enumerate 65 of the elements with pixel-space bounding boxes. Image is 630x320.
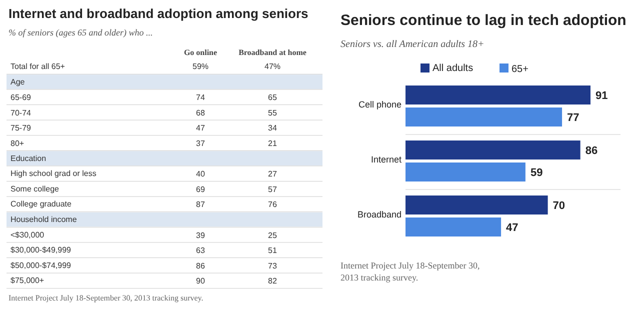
category-label: $30,000-$49,999 xyxy=(10,246,72,255)
y-tick-label: Internet xyxy=(370,154,402,164)
data-label: 70 xyxy=(552,200,566,212)
bar xyxy=(406,196,548,214)
text: Broadband at home xyxy=(238,48,307,57)
category-label: Household income xyxy=(10,215,78,224)
data-label: 69 xyxy=(196,184,206,194)
text: Go online xyxy=(184,48,218,57)
data-label: 91 xyxy=(596,90,608,102)
data-label: 34 xyxy=(268,124,278,133)
chart-title: Seniors continue to lag in tech adoption xyxy=(340,12,626,29)
data-label: 25 xyxy=(268,230,278,240)
y-tick-label: Cell phone xyxy=(358,100,402,110)
data-label: 47% xyxy=(264,62,281,71)
data-label: 74 xyxy=(196,93,206,102)
data-label: 87 xyxy=(196,200,206,210)
category-label: Age xyxy=(10,77,26,86)
data-label: 59% xyxy=(192,62,209,71)
data-label: 73 xyxy=(268,261,278,270)
data-label: 47 xyxy=(196,124,206,133)
category-label: $50,000-$74,999 xyxy=(10,260,72,270)
data-label: 76 xyxy=(268,200,278,210)
category-label: 70-74 xyxy=(10,108,32,118)
category-label: $75,000+ xyxy=(10,276,44,286)
category-label: Education xyxy=(10,154,46,163)
bar xyxy=(406,108,562,126)
category-label: <$30,000 xyxy=(10,230,45,240)
data-label: 57 xyxy=(268,184,278,194)
data-label: 86 xyxy=(585,145,598,157)
data-label: 47 xyxy=(506,222,518,234)
data-label: 63 xyxy=(196,246,206,256)
legend-label: All adults xyxy=(432,63,474,74)
category-label: 75-79 xyxy=(10,124,32,133)
data-label: 68 xyxy=(196,108,206,118)
data-label: 37 xyxy=(196,139,206,148)
bar xyxy=(406,140,580,160)
data-label: 65 xyxy=(268,93,278,102)
data-label: 21 xyxy=(268,139,278,148)
category-label: Some college xyxy=(10,184,60,194)
category-label: 65-69 xyxy=(10,93,32,102)
data-label: 90 xyxy=(196,276,206,286)
bar xyxy=(406,162,526,182)
legend-label: 65+ xyxy=(512,64,529,75)
data-label: 39 xyxy=(196,230,206,240)
text: Internet and broadband adoption among seniors xyxy=(8,6,308,21)
data-label: 51 xyxy=(268,246,278,256)
text: % of seniors (ages 65 and older) who ... xyxy=(8,28,153,38)
data-label: 77 xyxy=(567,112,580,124)
category-label: High school grad or less xyxy=(10,169,96,178)
data-label: 59 xyxy=(530,167,543,179)
data-label: 40 xyxy=(196,170,206,179)
bar xyxy=(406,86,590,104)
category-label: 80+ xyxy=(10,139,24,148)
bar xyxy=(406,218,502,236)
category-label: College graduate xyxy=(10,200,72,209)
data-label: 27 xyxy=(268,170,278,179)
category-label: Total for all 65+ xyxy=(10,62,66,71)
text: Internet Project July 18-September 30, 2013 tracking survey. xyxy=(8,294,204,302)
y-tick-label: Broadband xyxy=(357,210,402,220)
chart-subtitle: Seniors vs. all American adults 18+ xyxy=(340,39,484,50)
text: 2013 tracking survey. xyxy=(340,272,418,282)
data-label: 55 xyxy=(268,108,278,118)
data-label: 82 xyxy=(268,276,278,286)
text: Internet Project July 18-September 30, xyxy=(340,260,480,270)
data-label: 86 xyxy=(196,261,206,270)
